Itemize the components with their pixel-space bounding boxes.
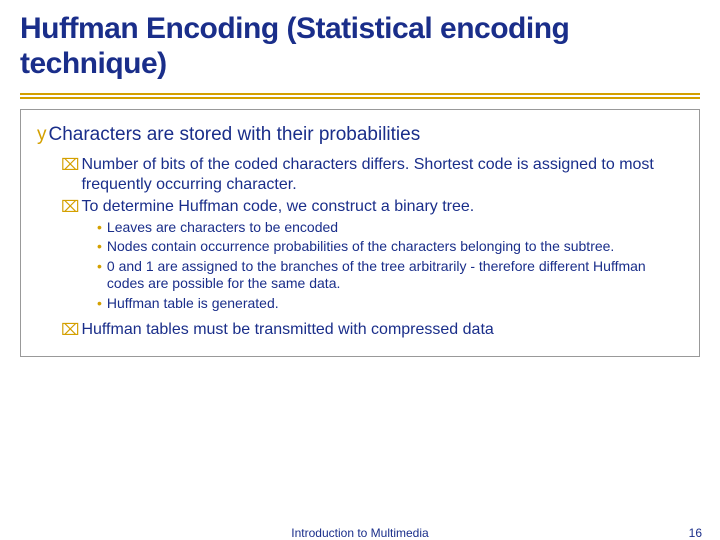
footer-center-text: Introduction to Multimedia	[0, 526, 720, 540]
page-number: 16	[689, 526, 702, 540]
bullet-level2: ⌧ To determine Huffman code, we construc…	[61, 197, 683, 217]
bullet-text: Nodes contain occurrence probabilities o…	[107, 238, 614, 256]
bullet-text: Characters are stored with their probabi…	[49, 124, 421, 147]
bullet-text: Huffman tables must be transmitted with …	[81, 320, 493, 340]
bullet-text: Huffman table is generated.	[107, 295, 279, 313]
dot-bullet-icon: •	[97, 219, 102, 237]
x-bullet-icon: ⌧	[61, 156, 79, 176]
bullet-text: Number of bits of the coded characters d…	[81, 155, 683, 195]
bullet-level3: • Huffman table is generated.	[97, 295, 683, 313]
dot-bullet-icon: •	[97, 258, 102, 276]
x-bullet-icon: ⌧	[61, 198, 79, 218]
bullet-level3: • 0 and 1 are assigned to the branches o…	[97, 258, 683, 293]
bullet-level1: y Characters are stored with their proba…	[37, 124, 683, 147]
slide-title: Huffman Encoding (Statistical encoding t…	[0, 0, 720, 89]
bullet-level3: • Nodes contain occurrence probabilities…	[97, 238, 683, 256]
title-underline	[20, 93, 700, 99]
content-box: y Characters are stored with their proba…	[20, 109, 700, 357]
bullet-level2: ⌧ Huffman tables must be transmitted wit…	[61, 320, 683, 340]
bullet-text: 0 and 1 are assigned to the branches of …	[107, 258, 683, 293]
x-bullet-icon: ⌧	[61, 321, 79, 341]
dot-bullet-icon: •	[97, 238, 102, 256]
bullet-level3: • Leaves are characters to be encoded	[97, 219, 683, 237]
y-bullet-icon: y	[37, 124, 47, 147]
bullet-level2: ⌧ Number of bits of the coded characters…	[61, 155, 683, 195]
bullet-text: To determine Huffman code, we construct …	[81, 197, 474, 217]
bullet-text: Leaves are characters to be encoded	[107, 219, 338, 237]
dot-bullet-icon: •	[97, 295, 102, 313]
